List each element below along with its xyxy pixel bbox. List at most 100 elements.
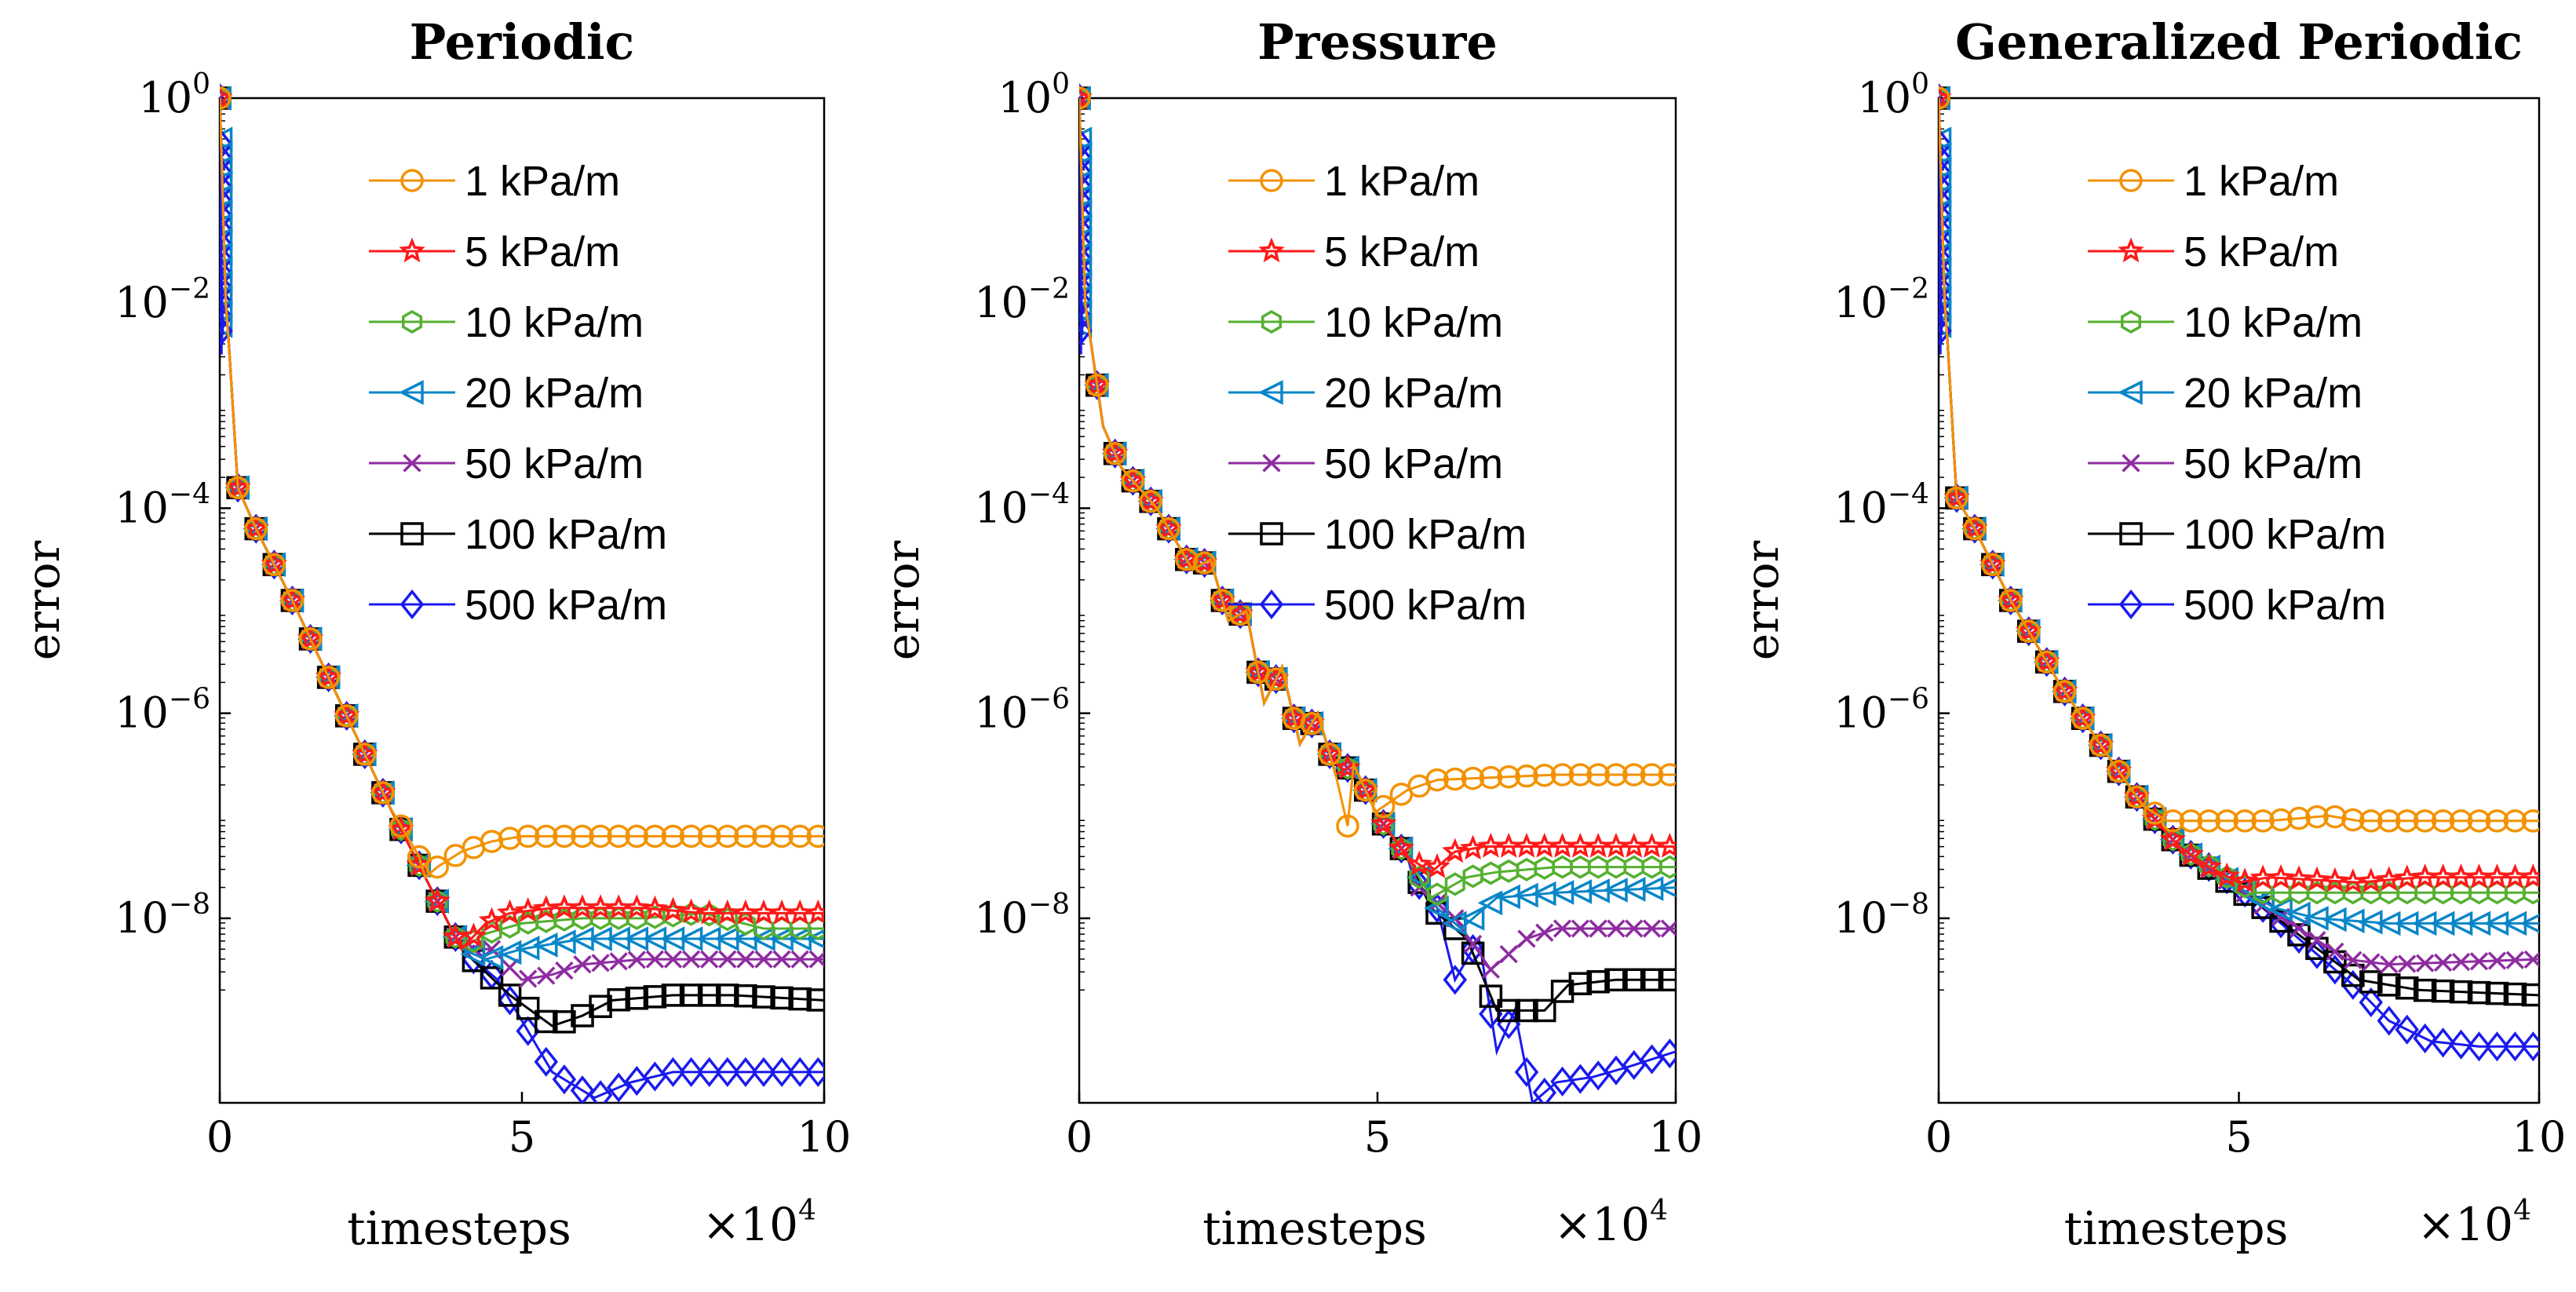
data-point-100-kpa-m (1622, 968, 1646, 992)
legend-label: 500 kPa/m (1324, 582, 1527, 629)
legend-label: 1 kPa/m (2184, 158, 2339, 205)
data-point-5-kpa-m (2177, 841, 2204, 867)
data-point-50-kpa-m (2326, 942, 2344, 961)
data-point-5-kpa-m (2034, 648, 2060, 673)
data-point-50-kpa-m (1625, 919, 1644, 938)
data-point-50-kpa-m (1607, 919, 1626, 938)
data-point-500-kpa-m (1550, 1066, 1574, 1097)
data-point-50-kpa-m (772, 950, 791, 969)
legend-item-100-kpa-m: 100 kPa/m (369, 511, 667, 558)
data-point-10-kpa-m (735, 912, 756, 936)
data-point-1-kpa-m (371, 781, 395, 805)
data-point-100-kpa-m (1550, 980, 1574, 1003)
data-point-500-kpa-m (2449, 1029, 2473, 1060)
data-point-50-kpa-m (1553, 919, 1572, 938)
data-point-5-kpa-m (805, 899, 824, 925)
data-point-5-kpa-m (279, 586, 306, 612)
data-point-100-kpa-m (643, 985, 667, 1009)
data-point-5-kpa-m (261, 550, 287, 576)
data-point-50-kpa-m (519, 969, 538, 988)
transient-line (1939, 97, 1943, 355)
series-1-kpa-m (220, 86, 824, 880)
legend-label: 5 kPa/m (2184, 228, 2339, 276)
data-point-10-kpa-m (808, 916, 824, 940)
data-point-1-kpa-m (1550, 763, 1574, 787)
legend-item-5-kpa-m: 5 kPa/m (2088, 228, 2339, 276)
data-point-50-kpa-m (1589, 919, 1607, 938)
data-point-1-kpa-m (1336, 814, 1359, 838)
data-point-1-kpa-m (1121, 469, 1145, 493)
data-point-1-kpa-m (2107, 759, 2131, 783)
data-point-1-kpa-m (407, 845, 431, 869)
data-point-5-kpa-m (1442, 838, 1469, 863)
data-point-100-kpa-m (752, 985, 775, 1009)
series-line-10-kpa-m (1939, 97, 2539, 894)
data-point-1-kpa-m (2503, 809, 2527, 833)
data-point-20-kpa-m (2519, 914, 2539, 933)
data-point-1-kpa-m (571, 824, 594, 849)
data-point-5-kpa-m (1079, 84, 1093, 110)
legend-marker (399, 380, 424, 405)
x-tick-label: 5 (2225, 1112, 2252, 1162)
data-point-5-kpa-m (1155, 515, 1182, 540)
series-line-1-kpa-m (220, 97, 824, 880)
x-tick-label: 0 (1925, 1112, 1952, 1162)
y-tick-label: 100 (1857, 68, 1929, 122)
x-axis-label: timesteps (347, 1202, 571, 1255)
data-point-50-kpa-m (1517, 929, 1536, 948)
legend-label: 500 kPa/m (2184, 582, 2386, 629)
data-point-1-kpa-m (770, 824, 794, 849)
data-point-20-kpa-m (1477, 890, 1503, 916)
series-line-1-kpa-m (1079, 97, 1676, 827)
data-point-500-kpa-m (661, 1057, 685, 1087)
data-point-5-kpa-m (2519, 863, 2539, 889)
data-point-5-kpa-m (370, 779, 396, 805)
data-point-1-kpa-m (1604, 763, 1628, 787)
data-point-5-kpa-m (297, 625, 324, 651)
data-point-1-kpa-m (2305, 805, 2329, 829)
data-point-1-kpa-m (535, 824, 558, 849)
data-point-1-kpa-m (1354, 778, 1377, 802)
data-point-1-kpa-m (788, 824, 812, 849)
data-point-100-kpa-m (2431, 979, 2455, 1003)
data-point-1-kpa-m (1497, 765, 1520, 789)
x-tick-label: 10 (797, 1112, 852, 1162)
data-point-1-kpa-m (716, 824, 739, 849)
legend-label: 5 kPa/m (465, 228, 620, 276)
legend-marker (400, 589, 425, 620)
legend-marker (1258, 237, 1285, 263)
legend-marker (2118, 380, 2143, 405)
y-tick-label: 10−4 (974, 478, 1070, 532)
legend-marker (400, 169, 424, 192)
data-point-100-kpa-m (679, 984, 703, 1007)
data-point-50-kpa-m (2487, 951, 2507, 970)
data-point-500-kpa-m (2413, 1023, 2437, 1053)
data-point-10-kpa-m (427, 889, 448, 914)
data-point-50-kpa-m (2505, 951, 2525, 969)
data-point-50-kpa-m (736, 950, 755, 969)
data-point-500-kpa-m (751, 1057, 776, 1087)
data-point-5-kpa-m (1979, 550, 2006, 576)
data-point-5-kpa-m (1388, 834, 1415, 860)
data-point-500-kpa-m (2467, 1031, 2491, 1062)
data-point-5-kpa-m (1943, 484, 1970, 509)
data-point-5-kpa-m (2358, 867, 2384, 893)
data-point-1-kpa-m (1103, 442, 1127, 465)
data-point-50-kpa-m (609, 952, 628, 971)
data-point-50-kpa-m (591, 954, 610, 973)
data-point-1-kpa-m (697, 824, 721, 849)
data-point-100-kpa-m (2503, 982, 2527, 1006)
data-point-500-kpa-m (570, 1075, 595, 1103)
series-1-kpa-m (1939, 86, 2539, 833)
legend-label: 1 kPa/m (465, 158, 620, 205)
data-point-500-kpa-m (679, 1057, 703, 1087)
data-point-1-kpa-m (226, 476, 250, 500)
data-point-20-kpa-m (805, 929, 824, 949)
data-point-100-kpa-m (788, 987, 812, 1011)
data-point-1-kpa-m (1079, 86, 1091, 110)
legend-item-100-kpa-m: 100 kPa/m (1228, 511, 1527, 558)
legend-label: 50 kPa/m (1324, 440, 1503, 487)
data-point-50-kpa-m (573, 955, 592, 974)
legend-item-500-kpa-m: 500 kPa/m (1228, 582, 1527, 629)
